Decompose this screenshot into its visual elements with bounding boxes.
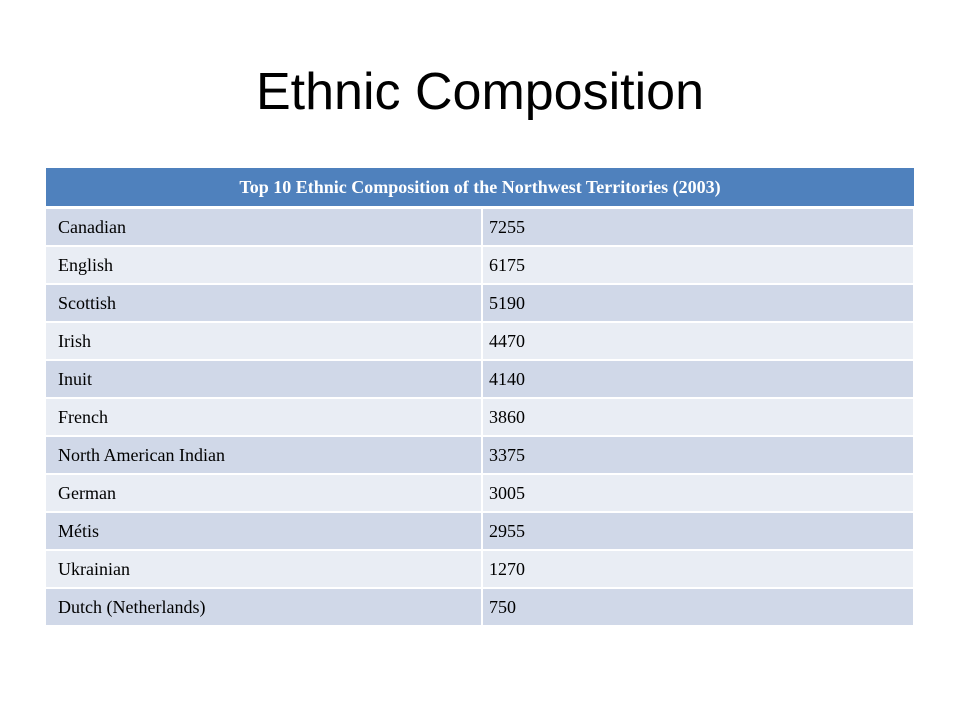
- ethnicity-name-cell: Canadian: [46, 207, 483, 247]
- table-header: Top 10 Ethnic Composition of the Northwe…: [46, 168, 915, 209]
- table-row: Inuit 4140: [46, 360, 916, 399]
- slide-title: Ethnic Composition: [256, 63, 704, 121]
- ethnicity-name-cell: German: [46, 474, 483, 513]
- table-row: Dutch (Netherlands) 750: [46, 588, 916, 627]
- table-row: Ukrainian 1270: [46, 550, 916, 589]
- ethnicity-name-cell: Dutch (Netherlands): [46, 588, 483, 627]
- population-value-cell: 3005: [482, 474, 916, 513]
- population-value-cell: 6175: [482, 246, 916, 285]
- population-value-cell: 7255: [482, 207, 916, 247]
- table-row: German 3005: [46, 474, 916, 513]
- ethnicity-name-cell: Ukrainian: [46, 550, 483, 589]
- population-value-cell: 3860: [482, 398, 916, 437]
- ethnicity-name-cell: Inuit: [46, 360, 483, 399]
- table-row: English 6175: [46, 246, 916, 285]
- table-row: Canadian 7255: [46, 207, 916, 247]
- population-value-cell: 4470: [482, 322, 916, 361]
- ethnicity-name-cell: Métis: [46, 512, 483, 551]
- ethnicity-name-cell: North American Indian: [46, 436, 483, 475]
- table-row: North American Indian 3375: [46, 436, 916, 475]
- table-row: Métis 2955: [46, 512, 916, 551]
- table-header-row: Top 10 Ethnic Composition of the Northwe…: [46, 168, 915, 209]
- population-value-cell: 3375: [482, 436, 916, 475]
- population-value-cell: 4140: [482, 360, 916, 399]
- ethnicity-name-cell: English: [46, 246, 483, 285]
- table-row: Irish 4470: [46, 322, 916, 361]
- population-value-cell: 2955: [482, 512, 916, 551]
- ethnicity-name-cell: Irish: [46, 322, 483, 361]
- ethnicity-name-cell: Scottish: [46, 284, 483, 323]
- population-value-cell: 5190: [482, 284, 916, 323]
- table-row: Scottish 5190: [46, 284, 916, 323]
- population-value-cell: 1270: [482, 550, 916, 589]
- population-value-cell: 750: [482, 588, 916, 627]
- table-row: French 3860: [46, 398, 916, 437]
- ethnicity-name-cell: French: [46, 398, 483, 437]
- ethnic-composition-table: Top 10 Ethnic Composition of the Northwe…: [46, 168, 916, 627]
